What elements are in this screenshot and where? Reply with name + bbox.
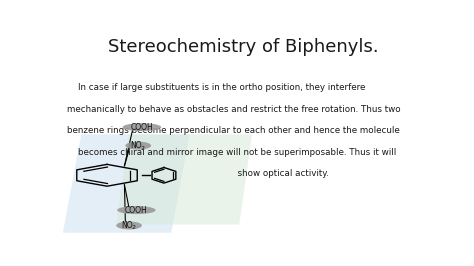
Ellipse shape — [116, 222, 142, 230]
Text: NO: NO — [130, 141, 142, 150]
Polygon shape — [116, 134, 252, 225]
Text: 2: 2 — [131, 225, 136, 230]
Text: Stereochemistry of Biphenyls.: Stereochemistry of Biphenyls. — [108, 38, 378, 56]
Text: COOH: COOH — [130, 123, 153, 132]
Ellipse shape — [123, 123, 161, 131]
Text: becomes chiral and mirror image will not be superimposable. Thus it will: becomes chiral and mirror image will not… — [66, 148, 396, 157]
Ellipse shape — [125, 142, 151, 149]
Polygon shape — [63, 134, 190, 233]
Text: benzene rings become perpendicular to each other and hence the molecule: benzene rings become perpendicular to ea… — [66, 126, 400, 135]
Text: show optical activity.: show optical activity. — [66, 169, 328, 178]
Text: NO: NO — [121, 221, 133, 230]
Text: 2: 2 — [141, 146, 145, 151]
Text: In case if large substituents is in the ortho position, they interfere: In case if large substituents is in the … — [66, 83, 365, 92]
Text: mechanically to behave as obstacles and restrict the free rotation. Thus two: mechanically to behave as obstacles and … — [66, 105, 400, 114]
Ellipse shape — [117, 206, 155, 214]
Text: COOH: COOH — [125, 206, 148, 215]
